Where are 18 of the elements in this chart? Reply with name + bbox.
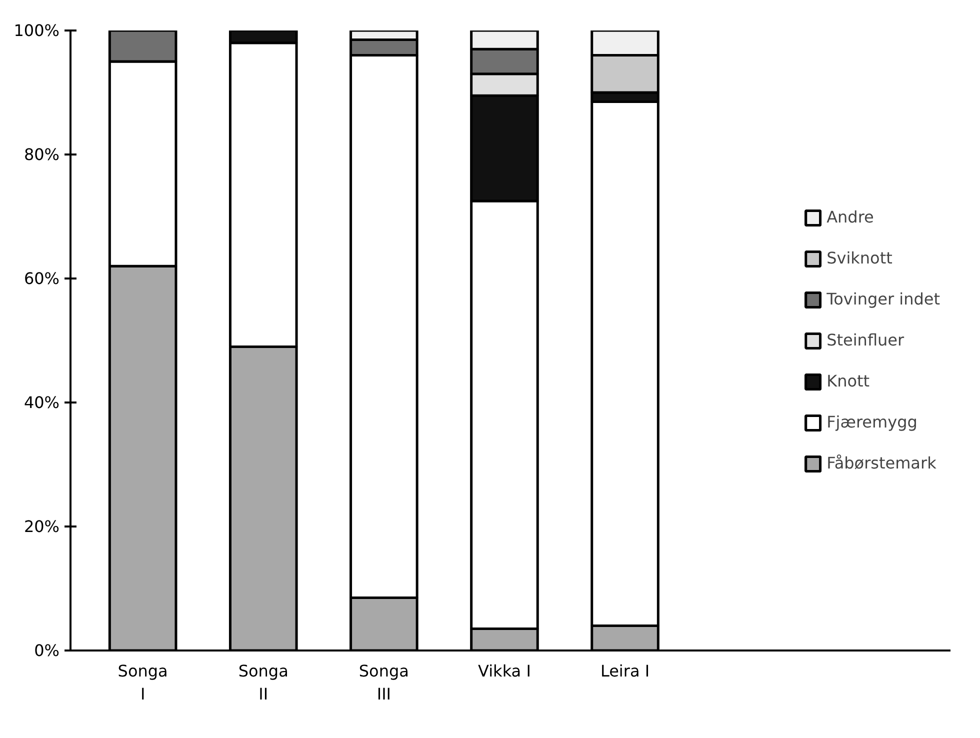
- legend-label: Fjæremygg: [826, 412, 918, 432]
- x-tick-label: Leira I: [600, 662, 650, 680]
- y-tick-label: 80%: [24, 145, 60, 164]
- x-tick-label: Songa I: [118, 662, 168, 704]
- y-tick-label: 60%: [24, 269, 60, 288]
- legend-label: Andre: [826, 208, 874, 226]
- y-tick-label: 40%: [24, 393, 60, 412]
- y-tick-label: 100%: [14, 21, 60, 40]
- legend-label: Sviknott: [826, 248, 892, 268]
- legend-label: Tovinger indet: [826, 290, 940, 308]
- legend-label: Steinfluer: [826, 330, 904, 350]
- x-tick-label: Vikka I: [478, 662, 531, 680]
- y-tick-label: 20%: [24, 517, 60, 536]
- x-tick-label: Songa III: [358, 662, 409, 704]
- legend-label: Fåbørstemark: [826, 454, 936, 472]
- y-tick-label: 0%: [34, 641, 60, 660]
- x-tick-label: Songa II: [238, 662, 288, 704]
- legend-label: Knott: [826, 372, 870, 390]
